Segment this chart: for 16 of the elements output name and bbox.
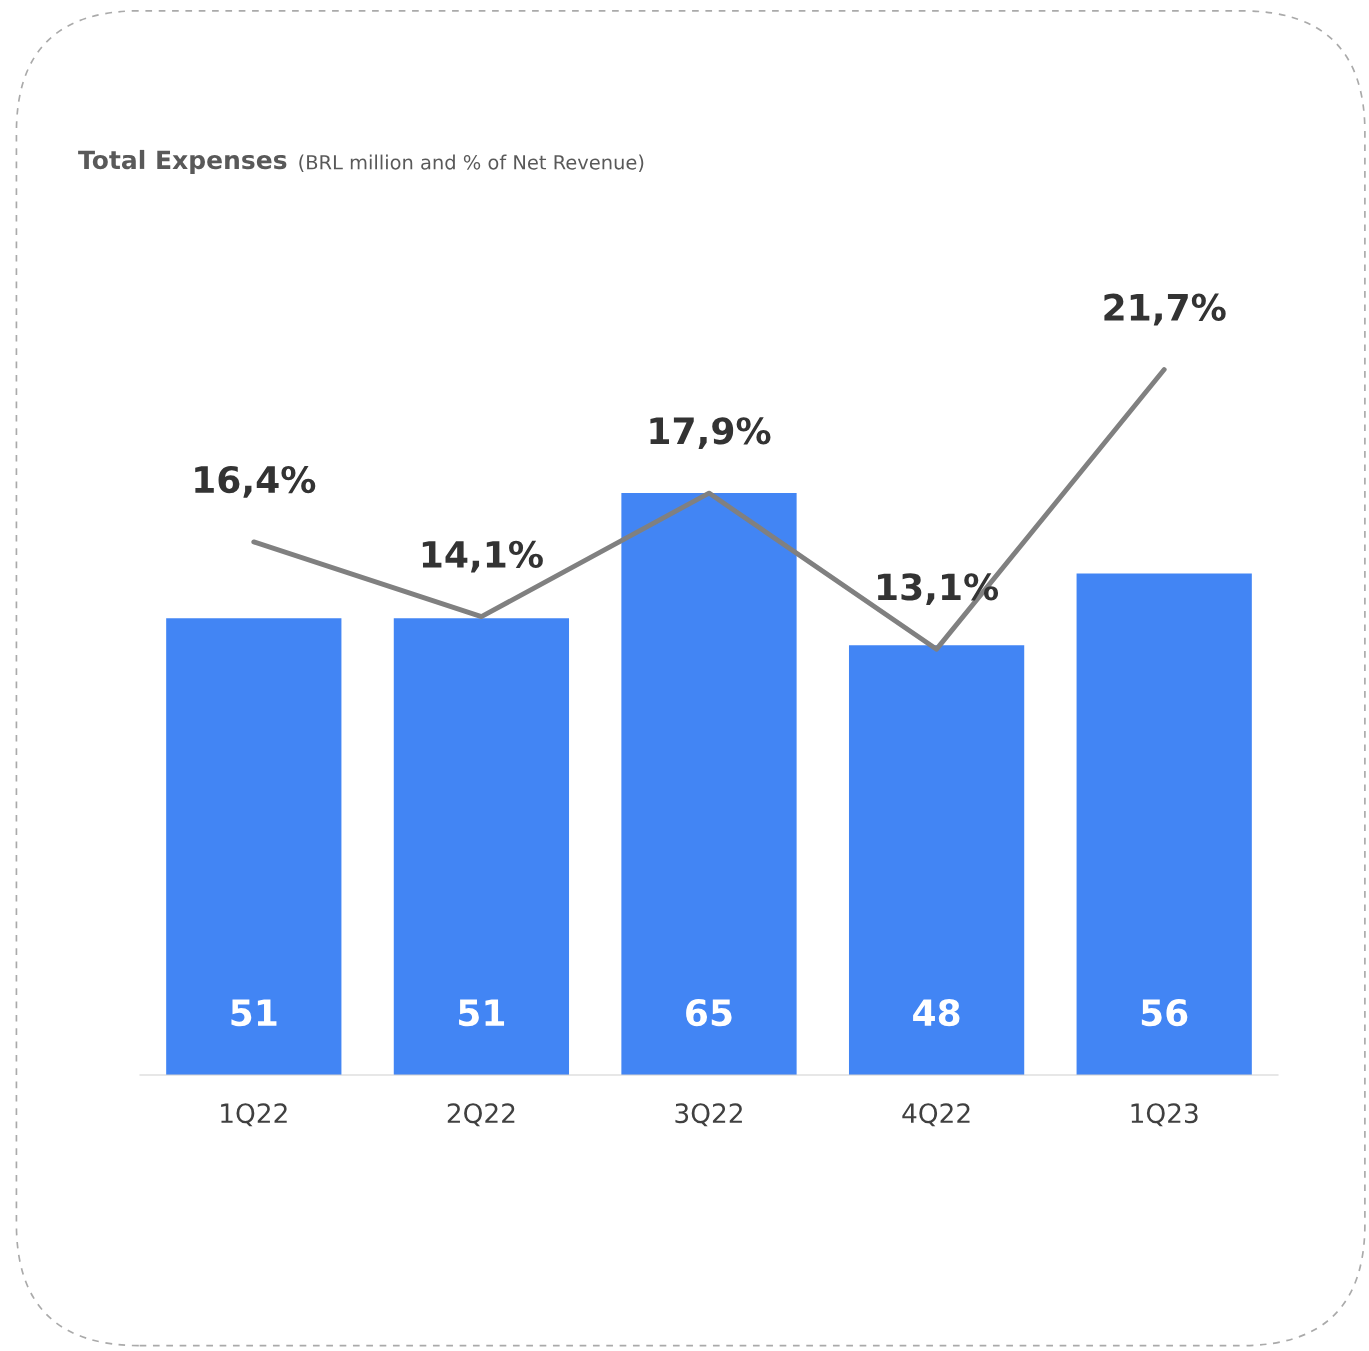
x-tick-label: 2Q22 <box>447 1103 515 1127</box>
x-tick-label: 4Q22 <box>902 1103 970 1127</box>
data-label: 16,4% <box>195 465 316 498</box>
data-label: 14,1% <box>422 540 543 573</box>
x-tick-label: 3Q22 <box>675 1103 742 1127</box>
chart-title: Total Expenses <box>78 149 287 175</box>
data-label: 21,7% <box>1104 293 1226 326</box>
data-label: 48 <box>913 999 960 1027</box>
x-tick-label: 1Q22 <box>221 1103 287 1127</box>
data-label: 17,9% <box>650 417 771 450</box>
data-label: 51 <box>231 999 277 1027</box>
chart-subtitle: (BRL million and % of Net Revenue) <box>299 154 644 172</box>
data-label: 56 <box>1141 999 1188 1027</box>
x-tick-label: 1Q23 <box>1131 1103 1198 1127</box>
data-label: 51 <box>459 999 505 1027</box>
data-label: 65 <box>686 999 732 1027</box>
